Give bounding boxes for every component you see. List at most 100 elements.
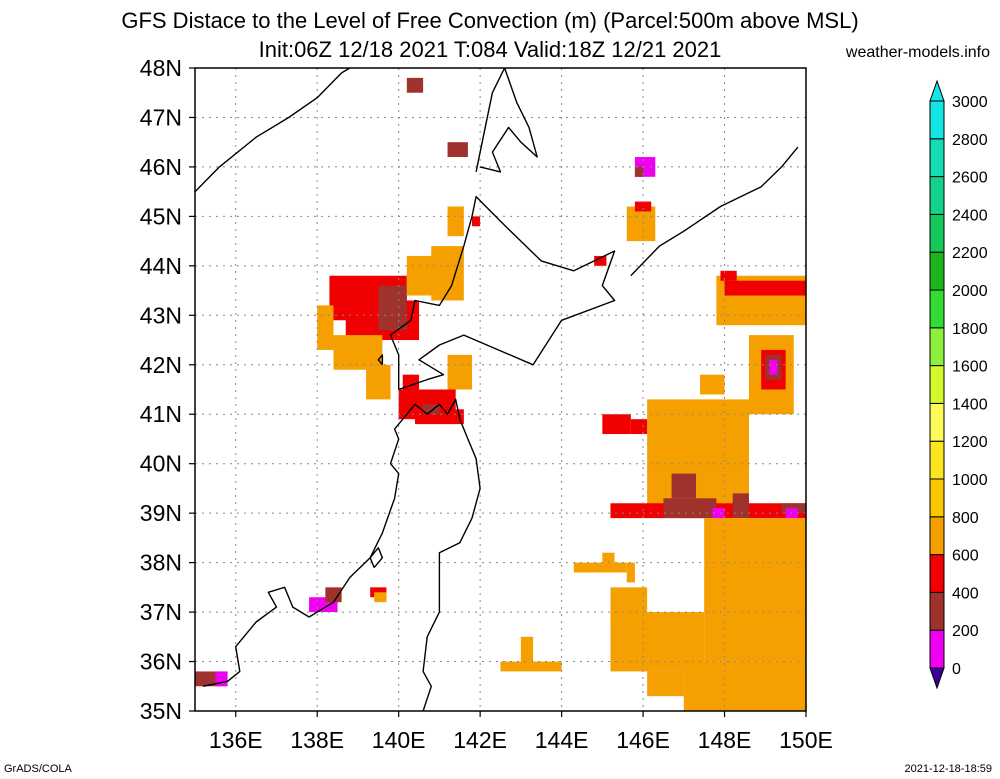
colorbar-above-arrow — [929, 79, 945, 102]
coastline-5 — [630, 146, 799, 277]
colorbar-label-5: 1000 — [952, 472, 988, 489]
colorbar-label-12: 2400 — [952, 207, 988, 224]
colorbar-label-13: 2600 — [952, 170, 988, 187]
lat-tick-label-9: 44N — [140, 253, 182, 279]
colorbar-swatch-7 — [929, 365, 945, 404]
field-cell-18 — [634, 166, 644, 177]
colorbar-swatch-14 — [929, 100, 945, 140]
colorbar-swatch-1 — [929, 591, 945, 631]
lat-tick-label-2: 37N — [140, 599, 182, 625]
field-cell-47 — [602, 552, 615, 563]
colorbar-swatch-4 — [929, 478, 945, 518]
field-cell-2 — [378, 285, 407, 331]
lon-tick-label-5: 146E — [616, 727, 670, 753]
field-cell-11 — [423, 404, 440, 415]
coastline-7 — [377, 354, 384, 366]
field-layer — [195, 77, 806, 711]
lon-tick-labels: 136E 138E 140E 142E 144E 146E 148E 150E — [209, 711, 833, 753]
coastline-1 — [202, 398, 481, 711]
field-cell-5 — [366, 364, 391, 400]
colorbar-swatch-5 — [929, 440, 945, 480]
field-cell-4 — [333, 335, 383, 370]
field-cell-3 — [317, 305, 334, 350]
coastline-0 — [195, 68, 351, 193]
colorbar-label-7: 1400 — [952, 396, 988, 413]
colorbar: 0 200 400 600 800 1000 1200 1400 1600 1800 2000 220… — [929, 79, 988, 690]
colorbar-label-8: 1600 — [952, 359, 988, 376]
coastline-layer — [195, 68, 799, 711]
lat-tick-label-5: 40N — [140, 451, 182, 477]
field-cell-28 — [769, 359, 778, 375]
lat-tick-label-6: 41N — [140, 401, 182, 427]
colorbar-swatch-10 — [929, 251, 945, 291]
colorbar-label-11: 2200 — [952, 245, 988, 262]
lon-tick-label-4: 144E — [535, 727, 589, 753]
field-cell-53 — [325, 587, 342, 603]
chart-title: GFS Distace to the Level of Free Convect… — [121, 8, 859, 33]
field-cell-16 — [471, 216, 481, 227]
lon-tick-label-0: 136E — [209, 727, 263, 753]
field-cell-31 — [602, 414, 631, 435]
lat-tick-label-7: 42N — [140, 352, 182, 378]
lat-tick-label-8: 43N — [140, 302, 182, 328]
field-cell-42 — [610, 587, 648, 622]
field-cell-24 — [720, 270, 737, 281]
field-cell-40 — [704, 518, 806, 662]
colorbar-swatch-0 — [929, 629, 945, 669]
field-cell-46 — [626, 562, 635, 583]
field-cell-49 — [520, 636, 534, 662]
colorbar-below-arrow — [929, 667, 945, 690]
field-cell-8 — [447, 206, 464, 237]
lat-tick-label-11: 46N — [140, 154, 182, 180]
lat-tick-label-12: 47N — [140, 104, 182, 130]
coastline-6 — [369, 547, 384, 569]
lon-tick-label-6: 148E — [698, 727, 752, 753]
colorbar-label-9: 1800 — [952, 321, 988, 338]
colorbar-swatch-13 — [929, 138, 945, 178]
lat-tick-label-0: 35N — [140, 698, 182, 724]
field-cell-30 — [700, 374, 725, 395]
field-cell-29 — [647, 399, 749, 514]
field-cell-43 — [683, 661, 806, 711]
field-cell-13 — [447, 354, 472, 390]
lat-tick-label-1: 36N — [140, 649, 182, 675]
site-label: weather-models.info — [845, 44, 990, 61]
field-cell-45 — [573, 562, 627, 573]
footer-right-label: 2021-12-18-18:59 — [904, 763, 992, 775]
coastline-2 — [389, 195, 616, 391]
colorbar-swatch-2 — [929, 554, 945, 593]
field-cell-36 — [732, 493, 749, 519]
field-cell-21 — [594, 255, 607, 266]
colorbar-label-3: 600 — [952, 548, 979, 565]
coastline-3 — [475, 68, 506, 173]
lat-tick-labels: 35N 36N 37N 38N 39N 40N 41N 42N 43N 44N 45N 46N 47N 4… — [140, 55, 195, 724]
lat-tick-label-10: 45N — [140, 203, 182, 229]
footer-left-label: GrADS/COLA — [4, 763, 72, 775]
colorbar-swatch-8 — [929, 327, 945, 367]
field-cell-33 — [671, 473, 697, 499]
lat-tick-label-3: 38N — [140, 550, 182, 576]
field-cell-23 — [724, 280, 806, 296]
coastline-4 — [479, 68, 538, 173]
colorbar-label-15: 3000 — [952, 94, 988, 111]
colorbar-label-4: 800 — [952, 510, 979, 527]
field-cell-20 — [634, 201, 652, 212]
chart-subtitle: Init:06Z 12/18 2021 T:084 Valid:18Z 12/2… — [258, 37, 722, 62]
colorbar-label-6: 1200 — [952, 434, 988, 451]
colorbar-swatch-9 — [929, 289, 945, 329]
field-cell-48 — [500, 661, 562, 672]
field-cell-44 — [647, 671, 684, 697]
field-cell-32 — [630, 419, 648, 435]
colorbar-label-1: 200 — [952, 623, 979, 640]
lon-tick-label-1: 138E — [290, 727, 344, 753]
field-cell-51 — [374, 592, 387, 603]
colorbar-swatch-11 — [929, 213, 945, 253]
field-cell-14 — [406, 77, 424, 93]
colorbar-label-10: 2000 — [952, 283, 988, 300]
lon-tick-label-3: 142E — [453, 727, 507, 753]
colorbar-swatch-12 — [929, 176, 945, 215]
lat-tick-label-4: 39N — [140, 500, 182, 526]
colorbar-swatch-6 — [929, 402, 945, 442]
colorbar-swatch-3 — [929, 516, 945, 556]
